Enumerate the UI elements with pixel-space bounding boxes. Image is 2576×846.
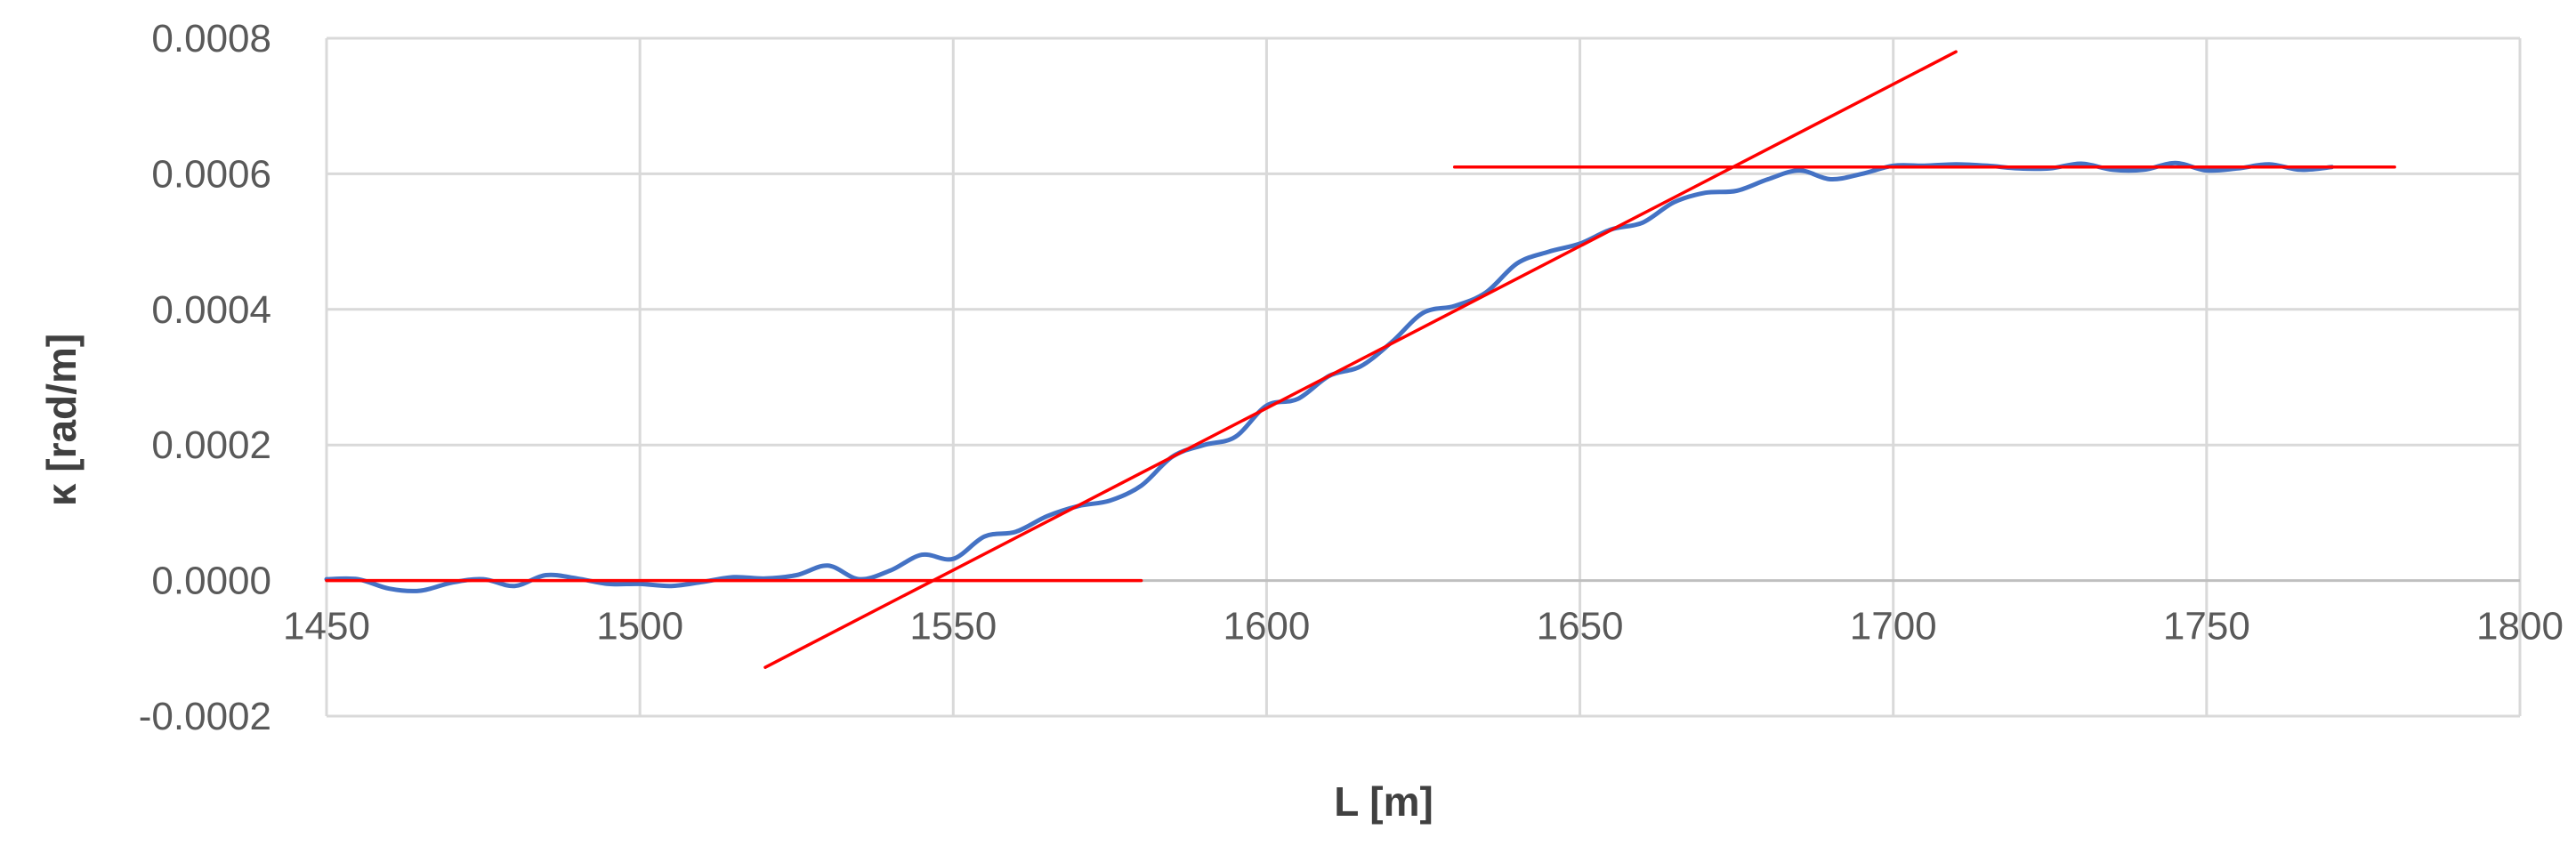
x-tick-label: 1750	[2163, 605, 2250, 649]
x-tick-label: 1600	[1223, 605, 1310, 649]
x-tick-label: 1800	[2476, 605, 2564, 649]
grid-layer	[325, 36, 2522, 718]
tick-label-layer: -0.0002 0.0000 0.0002 0.0004 0.0006 0.0008 145…	[139, 17, 2564, 738]
y-tick-label: 0.0006	[151, 152, 271, 196]
y-tick-label: 0.0004	[151, 288, 271, 332]
x-tick-label: 1450	[283, 605, 370, 649]
y-tick-label: 0.0000	[151, 560, 271, 603]
y-axis-title: κ [rad/m]	[38, 334, 85, 506]
x-tick-label: 1500	[596, 605, 683, 649]
series-layer	[324, 50, 2396, 669]
series-line-approximation-2	[763, 50, 1958, 669]
x-axis-title: L [m]	[1334, 778, 1433, 825]
y-tick-label: 0.0008	[151, 17, 271, 60]
x-tick-label: 1700	[1850, 605, 1937, 649]
y-tick-label: -0.0002	[139, 695, 271, 738]
y-tick-label: 0.0002	[151, 423, 271, 467]
x-tick-label: 1650	[1537, 605, 1624, 649]
x-tick-label: 1550	[909, 605, 997, 649]
